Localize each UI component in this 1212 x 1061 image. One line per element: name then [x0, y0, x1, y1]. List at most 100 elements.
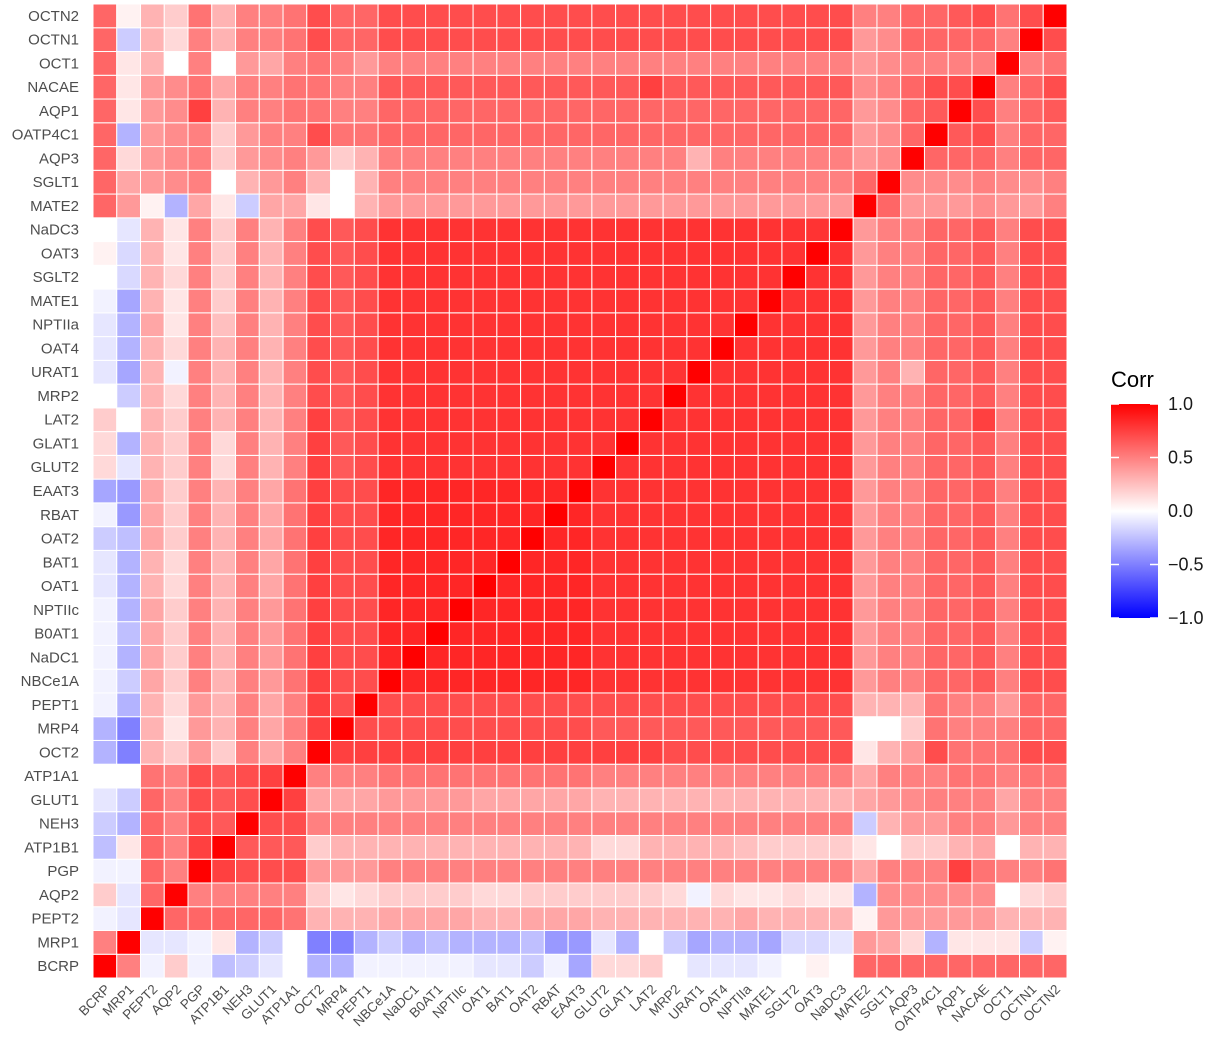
heatmap-cell-OCT1-EAAT3 — [995, 478, 1020, 504]
heatmap-cell-OCT2-PEPT1 — [306, 692, 332, 718]
heatmap-cell-BAT1-RBAT — [496, 502, 522, 528]
legend-tick-label: −1.0 — [1168, 608, 1204, 628]
heatmap-cell-OCT2-PEPT2 — [306, 906, 332, 931]
heatmap-cell-OCTN2-LAT2 — [1042, 407, 1068, 433]
heatmap-cell-AQP1-BCRP — [947, 953, 973, 979]
y-tick-label: OCTN2 — [28, 8, 79, 25]
heatmap-cell-ATP1B1-NPTIIa — [211, 312, 237, 338]
heatmap-cell-NPTIIc-OCT2 — [448, 739, 474, 765]
heatmap-cell-B0AT1-URAT1 — [425, 359, 450, 385]
heatmap-cell-GLUT2-GLAT1 — [591, 431, 617, 456]
heatmap-cell-AQP3-SGLT1 — [900, 169, 925, 195]
heatmap-cell-MRP4-SGLT2 — [330, 264, 355, 290]
heatmap-cell-MRP2-LAT2 — [662, 407, 688, 433]
heatmap-cell-GLUT1-NBCe1A — [258, 668, 284, 694]
heatmap-cell-GLUT1-BAT1 — [258, 549, 284, 575]
heatmap-cell-MRP2-ATP1B1 — [662, 834, 688, 860]
heatmap-cell-NPTIIc-ATP1B1 — [448, 834, 474, 860]
heatmap-cell-NBCe1A-MRP4 — [377, 716, 403, 741]
heatmap-cell-PEPT1-NBCe1A — [353, 668, 379, 694]
heatmap-cell-OAT3-MATE2 — [805, 193, 830, 219]
heatmap-cell-AQP3-NACAE — [900, 74, 925, 100]
heatmap-cell-RBAT-OCT1 — [543, 51, 569, 76]
heatmap-cell-MATE2-OAT3 — [852, 241, 878, 266]
heatmap-cell-NBCe1A-OAT1 — [377, 573, 403, 599]
heatmap-cell-URAT1-SGLT2 — [686, 264, 712, 290]
heatmap-cell-OAT4-BAT1 — [710, 549, 735, 575]
heatmap-cell-PEPT2-ATP1B1 — [140, 834, 165, 860]
heatmap-cell-MRP2-NACAE — [662, 74, 688, 100]
heatmap-cell-MRP1-OCT2 — [116, 739, 142, 765]
heatmap-cell-OCT1-AQP1 — [995, 98, 1020, 124]
heatmap-cell-OAT4-GLUT2 — [710, 454, 735, 480]
heatmap-cell-OAT4-NaDC1 — [710, 644, 735, 670]
heatmap-cell-MATE1-SGLT1 — [757, 169, 783, 195]
heatmap-cell-SGLT2-NACAE — [781, 74, 807, 100]
heatmap-cell-MRP1-OCTN1 — [116, 27, 142, 53]
heatmap-cell-EAAT3-ATP1A1 — [567, 763, 593, 789]
heatmap-cell-PEPT1-LAT2 — [353, 407, 379, 433]
heatmap-cell-B0AT1-OCTN1 — [425, 27, 450, 53]
heatmap-cell-PGP-BAT1 — [187, 549, 213, 575]
heatmap-cell-AQP3-NPTIIc — [900, 597, 925, 623]
heatmap-cell-EAAT3-LAT2 — [567, 407, 593, 433]
heatmap-cell-AQP2-BAT1 — [163, 549, 189, 575]
heatmap-cell-NEH3-GLUT2 — [235, 454, 260, 480]
heatmap-cell-NaDC3-GLUT1 — [828, 787, 854, 813]
heatmap-cell-MRP1-MRP2 — [116, 383, 142, 409]
y-tick-label: NPTIIa — [32, 317, 79, 334]
heatmap-cell-BAT1-B0AT1 — [496, 621, 522, 646]
heatmap-cell-NaDC1-PEPT1 — [401, 692, 427, 718]
y-tick-label: GLUT2 — [31, 459, 79, 476]
heatmap-cell-GLUT2-MATE1 — [591, 288, 617, 314]
heatmap-cell-NBCe1A-OAT3 — [377, 241, 403, 266]
heatmap-cell-NaDC1-OCT2 — [401, 739, 427, 765]
heatmap-cell-EAAT3-OCTN2 — [567, 3, 593, 29]
heatmap-cell-GLUT1-BCRP — [258, 953, 284, 979]
heatmap-cell-AQP3-GLUT1 — [900, 787, 925, 813]
heatmap-cell-ATP1A1-GLUT2 — [282, 454, 308, 480]
heatmap-cell-OAT3-SGLT2 — [805, 264, 830, 290]
heatmap-cell-OAT1-GLUT2 — [472, 454, 498, 480]
heatmap-cell-BAT1-NPTIIa — [496, 312, 522, 338]
heatmap-cell-B0AT1-OAT1 — [425, 573, 450, 599]
heatmap-cell-OAT3-AQP3 — [805, 146, 830, 171]
heatmap-cell-BAT1-AQP1 — [496, 98, 522, 124]
heatmap-cell-OATP4C1-B0AT1 — [923, 621, 949, 646]
heatmap-cell-RBAT-MRP1 — [543, 929, 569, 955]
heatmap-cell-NACAE-NPTIIc — [971, 597, 997, 623]
heatmap-cell-GLUT1-OCTN2 — [258, 3, 284, 29]
heatmap-cell-OCTN1-NEH3 — [1018, 811, 1044, 836]
heatmap-cell-OCT1-SGLT1 — [995, 169, 1020, 195]
heatmap-cell-NBCe1A-NPTIIc — [377, 597, 403, 623]
heatmap-cell-MRP4-NEH3 — [330, 811, 355, 836]
heatmap-cell-OCT2-NPTIIa — [306, 312, 332, 338]
heatmap-cell-PEPT2-NaDC3 — [140, 217, 165, 243]
heatmap-cell-NaDC1-NPTIIc — [401, 597, 427, 623]
heatmap-cell-NACAE-MATE2 — [971, 193, 997, 219]
heatmap-cell-GLUT1-PEPT2 — [258, 906, 284, 931]
heatmap-cell-OAT3-OAT4 — [805, 336, 830, 361]
heatmap-cell-GLUT1-OAT2 — [258, 526, 284, 551]
heatmap-cell-OAT1-OATP4C1 — [472, 122, 498, 148]
heatmap-cell-OCTN2-GLUT1 — [1042, 787, 1068, 813]
heatmap-cell-BAT1-LAT2 — [496, 407, 522, 433]
heatmap-cell-AQP1-OCTN1 — [947, 27, 973, 53]
heatmap-cell-MRP4-NACAE — [330, 74, 355, 100]
heatmap-cell-ATP1A1-B0AT1 — [282, 621, 308, 646]
heatmap-cell-SGLT1-MATE2 — [876, 193, 902, 219]
heatmap-cell-MRP4-SGLT1 — [330, 169, 355, 195]
heatmap-cell-RBAT-RBAT — [543, 502, 569, 528]
heatmap-cell-PEPT1-URAT1 — [353, 359, 379, 385]
heatmap-cell-NaDC1-ATP1B1 — [401, 834, 427, 860]
heatmap-cell-PEPT1-MRP1 — [353, 929, 379, 955]
heatmap-cell-OAT2-ATP1B1 — [520, 834, 545, 860]
heatmap-cell-NaDC3-AQP3 — [828, 146, 854, 171]
heatmap-cell-ATP1B1-OCT1 — [211, 51, 237, 76]
heatmap-cell-GLUT2-AQP2 — [591, 882, 617, 908]
heatmap-cell-NEH3-OCTN1 — [235, 27, 260, 53]
heatmap-cell-LAT2-ATP1B1 — [638, 834, 664, 860]
heatmap-cell-OCTN1-SGLT2 — [1018, 264, 1044, 290]
heatmap-cell-LAT2-NaDC1 — [638, 644, 664, 670]
heatmap-cell-AQP1-GLAT1 — [947, 431, 973, 456]
